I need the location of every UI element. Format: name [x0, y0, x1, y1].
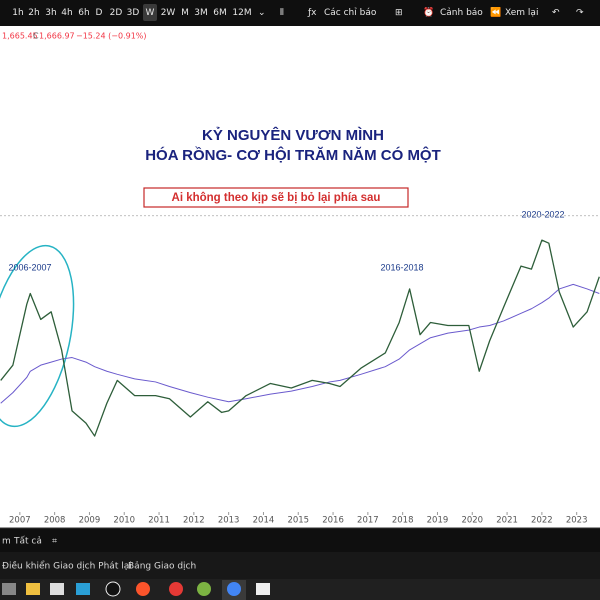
replay-button[interactable]: Xem lại: [505, 8, 538, 18]
info-close-label: C: [33, 32, 39, 41]
app-icon[interactable]: [105, 581, 121, 597]
subtitle: HÓA RỒNG- CƠ HỘI TRĂM NĂM CÓ MỘT: [145, 146, 441, 164]
interval-button[interactable]: 6M: [213, 8, 227, 18]
info-close: 1,666.97: [39, 32, 75, 41]
interval-button[interactable]: 3M: [194, 8, 208, 18]
highlight-circle: [0, 244, 75, 428]
x-tick-label: 2011: [148, 516, 170, 526]
alert-icon[interactable]: ⏰: [423, 6, 434, 18]
banner: Ai không theo kịp sẽ bị bỏ lại phía sau: [172, 192, 381, 204]
x-tick-label: 2015: [287, 516, 309, 526]
app-icon[interactable]: [76, 583, 90, 595]
alerts-button[interactable]: Cảnh báo: [440, 7, 483, 18]
x-tick-label: 2010: [113, 516, 135, 526]
x-tick-label: 2009: [79, 516, 101, 526]
interval-button[interactable]: 2D: [110, 8, 123, 18]
app-icon[interactable]: [26, 583, 40, 595]
info-price: 1,665.45: [2, 32, 38, 41]
interval-button[interactable]: 2h: [28, 8, 39, 18]
range-all[interactable]: Tất cả: [13, 536, 42, 547]
x-tick-label: 2007: [9, 516, 31, 526]
app-icon[interactable]: [256, 583, 270, 595]
indicators-button[interactable]: Các chỉ báo: [324, 7, 377, 18]
indicator-icon[interactable]: ƒx: [307, 8, 317, 18]
x-tick-label: 2023: [566, 516, 588, 526]
annotation: 2016-2018: [380, 262, 423, 272]
chart-type-icon[interactable]: ⫴: [280, 8, 284, 18]
interval-button[interactable]: 4h: [61, 8, 72, 18]
app-icon[interactable]: [2, 583, 16, 595]
interval-button[interactable]: 3h: [45, 8, 56, 18]
app-icon[interactable]: [50, 583, 64, 595]
series-line: [0, 283, 600, 404]
banner-box: [143, 187, 409, 208]
replay-icon[interactable]: ⏪: [490, 6, 501, 18]
taskbar: [0, 579, 600, 600]
x-tick-label: 2017: [357, 516, 379, 526]
x-tick-label: 2014: [253, 516, 275, 526]
active-interval-bg: [143, 4, 157, 21]
redo-button[interactable]: ↷: [576, 8, 584, 18]
x-tick-label: 2022: [531, 516, 553, 526]
annotation: 2006-2007: [8, 262, 51, 272]
app-icon[interactable]: [197, 582, 211, 596]
x-tick-label: 2019: [427, 516, 449, 526]
interval-button[interactable]: 6h: [78, 8, 89, 18]
range-prefix[interactable]: m: [2, 537, 11, 547]
app-icon[interactable]: [136, 582, 150, 596]
app-icon[interactable]: [169, 582, 183, 596]
x-tick-label: 2021: [496, 516, 518, 526]
interval-button[interactable]: 2W: [161, 8, 176, 18]
title: KỶ NGUYÊN VƯƠN MÌNH: [202, 126, 384, 144]
app-icon[interactable]: [227, 582, 241, 596]
series-line: [0, 239, 600, 437]
x-tick-label: 2020: [461, 516, 483, 526]
x-tick-label: 2008: [44, 516, 66, 526]
undo-button[interactable]: ↶: [552, 8, 560, 18]
x-tick-label: 2012: [183, 516, 205, 526]
layout-icon[interactable]: ⊞: [395, 8, 403, 18]
x-tick-label: 2018: [392, 516, 414, 526]
x-tick-label: 2016: [322, 516, 344, 526]
chart-area: [0, 26, 600, 528]
interval-button[interactable]: 12M: [232, 8, 251, 18]
toolbar: [0, 0, 600, 26]
date-range-icon[interactable]: ⌗: [52, 537, 57, 547]
interval-button[interactable]: 3D: [127, 8, 140, 18]
annotation: 2020-2022: [521, 209, 564, 219]
bottom-tabs[interactable]: Điều khiển Giao dịch Phát lại: [2, 561, 132, 572]
info-change: −15.24 (−0.91%): [76, 32, 147, 41]
bottom-table-tab[interactable]: Bảng Giao dịch: [128, 561, 196, 572]
taskbar-bg: [0, 579, 600, 600]
x-tick-label: 2013: [218, 516, 240, 526]
interval-button[interactable]: W: [146, 8, 155, 18]
interval-button[interactable]: D: [96, 8, 103, 18]
dropdown-icon[interactable]: ⌄: [258, 8, 266, 18]
interval-button[interactable]: M: [181, 8, 189, 18]
interval-button[interactable]: 1h: [12, 8, 23, 18]
